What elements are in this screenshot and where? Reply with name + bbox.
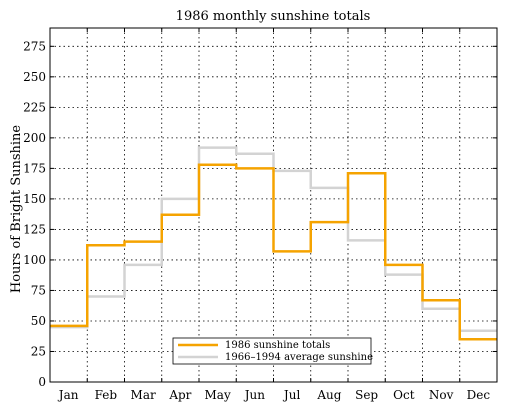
y-tick-label: 25: [31, 344, 46, 358]
legend-label-average: 1966–1994 average sunshine: [225, 352, 373, 363]
y-tick-label: 225: [23, 100, 46, 114]
series-1986-line: [50, 163, 497, 341]
y-tick-label: 250: [23, 70, 46, 84]
legend-label-1986: 1986 sunshine totals: [225, 340, 330, 351]
y-tick-label: 175: [23, 161, 46, 175]
x-tick-label: Oct: [393, 388, 415, 402]
x-tick-label: Jul: [282, 388, 301, 402]
x-tick-label: Mar: [131, 388, 156, 402]
x-tick-label: Jun: [243, 388, 266, 402]
x-tick-label: Sep: [355, 388, 378, 402]
y-axis-label: Hours of Bright Sunshine: [9, 125, 24, 294]
x-tick-label: May: [205, 388, 231, 402]
y-tick-label: 200: [23, 131, 46, 145]
y-tick-label: 275: [23, 39, 46, 53]
x-tick-label: Jan: [57, 388, 79, 402]
x-tick-label: Feb: [95, 388, 118, 402]
y-tick-label: 75: [31, 283, 46, 297]
x-tick-label: Aug: [316, 388, 341, 402]
legend: 1986 sunshine totals 1966–1994 average s…: [172, 337, 373, 365]
y-tick-label: 0: [38, 375, 46, 389]
chart-title: 1986 monthly sunshine totals: [176, 9, 371, 24]
x-tick-label: Dec: [467, 388, 491, 402]
y-tick-label: 125: [23, 222, 46, 236]
axis-ticks: 0 25 50 75 100 125 150 175 200 225 250 275 Jan Feb Mar…: [23, 28, 497, 402]
x-tick-label: Nov: [429, 388, 454, 402]
y-tick-label: 150: [23, 192, 46, 206]
series-group: [50, 146, 497, 341]
x-tick-label: Apr: [168, 388, 191, 402]
y-tick-label: 100: [23, 253, 46, 267]
y-tick-label: 50: [31, 314, 46, 328]
legend-box: [172, 337, 372, 365]
